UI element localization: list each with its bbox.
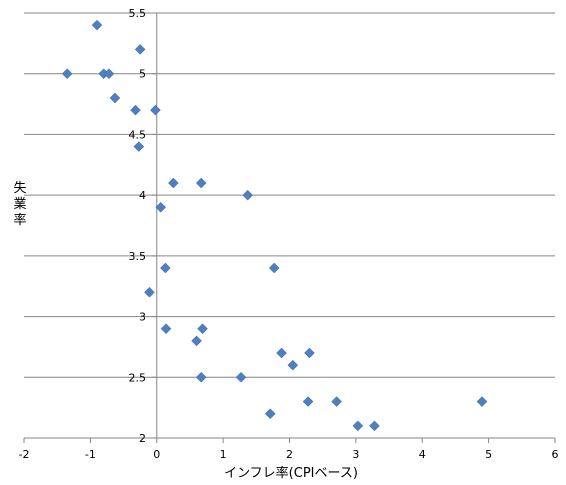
data-point-28 — [264, 408, 276, 420]
data-point-23 — [195, 371, 207, 383]
x-tick-label: 5 — [485, 448, 492, 461]
y-axis-title: 失業率 — [13, 181, 26, 228]
data-point-29 — [352, 420, 364, 432]
x-tick-label: -2 — [19, 448, 30, 461]
y-tick-label: 4 — [139, 189, 146, 202]
data-point-10 — [167, 177, 179, 189]
data-point-11 — [195, 177, 207, 189]
x-tick-label: 0 — [153, 448, 160, 461]
x-tick-label: 4 — [419, 448, 426, 461]
data-point-8 — [150, 104, 161, 116]
data-point-20 — [276, 347, 287, 359]
data-point-21 — [304, 347, 315, 359]
data-point-1 — [91, 19, 103, 31]
data-point-18 — [197, 323, 208, 335]
data-point-6 — [109, 92, 121, 104]
data-point-9 — [133, 141, 145, 152]
y-tick-label: 5 — [139, 68, 146, 81]
x-tick-label: 1 — [220, 448, 227, 461]
data-point-16 — [144, 286, 155, 298]
x-tick-label: 6 — [552, 448, 559, 461]
data-point-22 — [287, 359, 299, 371]
y-tick-label: 2 — [139, 432, 146, 445]
data-point-26 — [331, 396, 342, 407]
y-tick-label: 5.5 — [129, 7, 147, 20]
data-point-2 — [134, 44, 146, 55]
y-tick-label: 4.5 — [129, 128, 147, 141]
data-point-19 — [191, 335, 202, 347]
data-point-12 — [242, 189, 254, 201]
data-point-7 — [130, 104, 141, 116]
data-point-13 — [155, 201, 167, 213]
gridlines — [24, 12, 555, 378]
data-point-27 — [476, 396, 488, 407]
y-tick-label: 2.5 — [129, 371, 147, 384]
data-point-25 — [302, 396, 314, 407]
data-point-5 — [103, 68, 115, 80]
y-tick-label: 3.5 — [129, 250, 147, 263]
tick-labels: 2 2.5 3 3.5 4 4.5 5 5.5 -2 -1 0 1 2 3 4 5 6 — [19, 7, 559, 461]
x-tick-label: 2 — [286, 448, 293, 461]
data-point-15 — [268, 262, 280, 274]
axes — [23, 12, 556, 443]
data-point-14 — [160, 262, 171, 274]
data-points — [61, 19, 488, 432]
x-tick-label: 3 — [352, 448, 359, 461]
y-tick-label: 3 — [139, 311, 146, 324]
x-axis-title: インフレ率(CPIベース) — [224, 465, 358, 481]
data-point-24 — [235, 371, 247, 383]
data-point-30 — [369, 420, 380, 432]
data-point-3 — [61, 68, 73, 80]
x-tick-label: -1 — [85, 448, 96, 461]
data-point-17 — [160, 323, 172, 335]
